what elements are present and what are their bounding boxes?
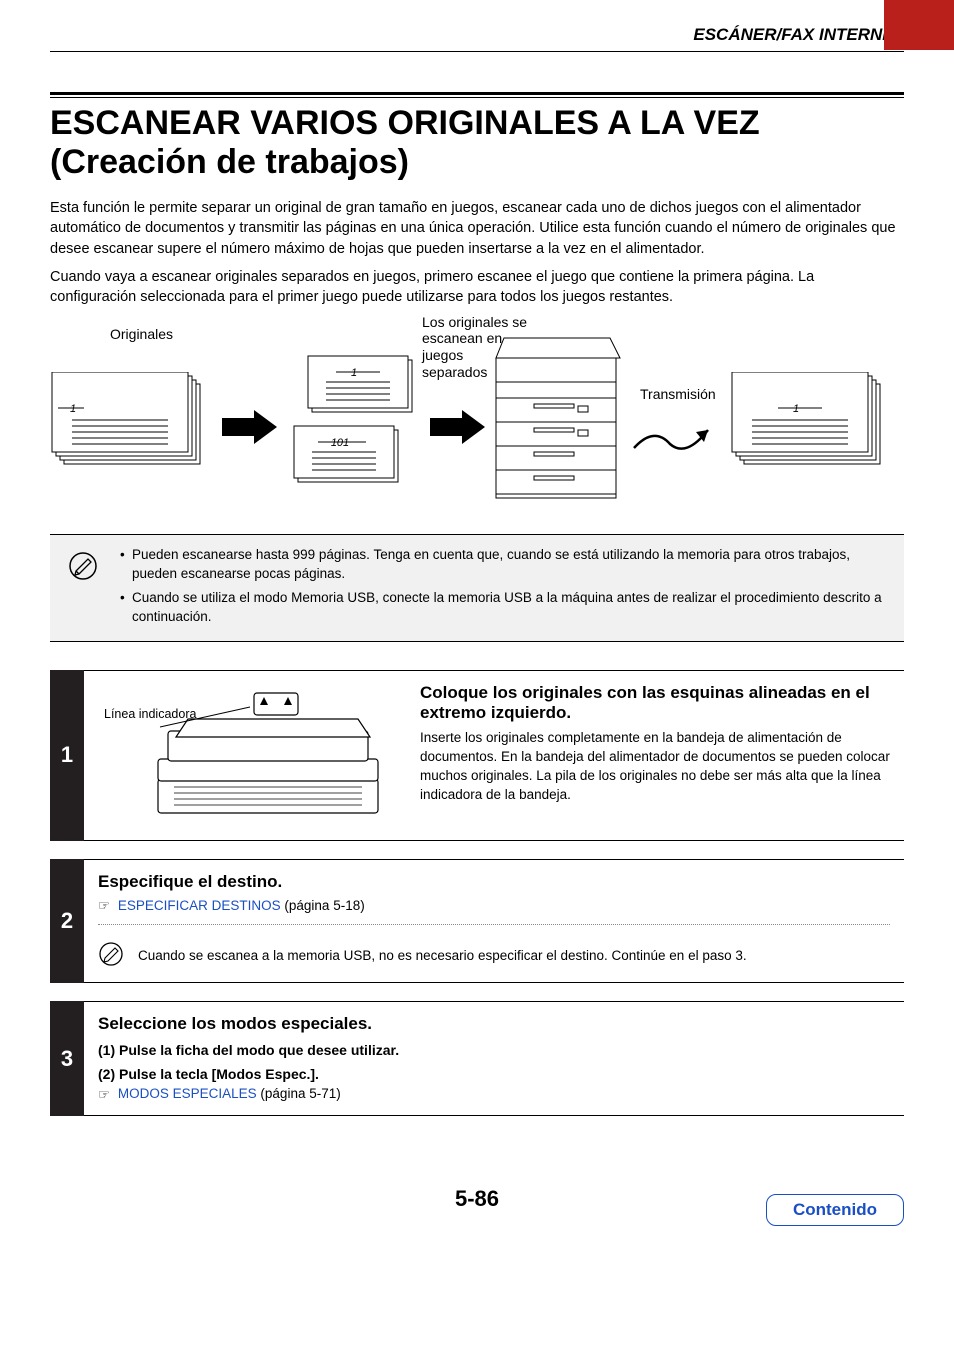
intro-paragraph-1: Esta función le permite separar un origi… bbox=[50, 198, 904, 259]
diagram-label-originales: Originales bbox=[110, 326, 173, 342]
contenido-button[interactable]: Contenido bbox=[766, 1194, 904, 1226]
step-1-title: Coloque los originales con las esquinas … bbox=[420, 683, 890, 723]
step-3-number: 3 bbox=[50, 1001, 84, 1115]
note-bullet-2: Cuando se utiliza el modo Memoria USB, c… bbox=[120, 588, 892, 627]
document-page: ESCÁNER/FAX INTERNET ESCANEAR VARIOS ORI… bbox=[0, 0, 954, 1252]
step-3-sub-1: (1) Pulse la ficha del modo que desee ut… bbox=[98, 1042, 890, 1058]
diagram-stack-originales: 1 bbox=[50, 372, 210, 487]
step-2-note-text: Cuando se escanea a la memoria USB, no e… bbox=[138, 948, 747, 963]
xref-icon: ☞ bbox=[98, 898, 110, 914]
step-3-xref: ☞ MODOS ESPECIALES (página 5-71) bbox=[98, 1086, 890, 1102]
step-2-number: 2 bbox=[50, 859, 84, 983]
step-2-note: Cuando se escanea a la memoria USB, no e… bbox=[98, 935, 890, 970]
step-2-title: Especifique el destino. bbox=[98, 872, 890, 892]
note-icon bbox=[98, 941, 124, 970]
diagram-stack-split: 1 101 bbox=[288, 352, 418, 502]
process-diagram: Originales Los originales se escanean en… bbox=[50, 322, 904, 522]
diagram-printer-icon bbox=[490, 328, 625, 508]
step-2-link-page: (página 5-18) bbox=[281, 898, 365, 913]
step-3-sub-2: (2) Pulse la tecla [Modos Espec.]. bbox=[98, 1066, 890, 1082]
step-2-link[interactable]: ESPECIFICAR DESTINOS bbox=[118, 898, 281, 913]
svg-text:1: 1 bbox=[793, 403, 799, 415]
step-1-number: 1 bbox=[50, 670, 84, 841]
note-bullet-1: Pueden escanearse hasta 999 páginas. Ten… bbox=[120, 545, 892, 584]
step-1: 1 Línea indicadora bbox=[50, 670, 904, 841]
page-title: ESCANEAR VARIOS ORIGINALES A LA VEZ (Cre… bbox=[50, 104, 904, 182]
title-rule bbox=[50, 92, 904, 98]
step-3-title: Seleccione los modos especiales. bbox=[98, 1014, 890, 1034]
note-box: Pueden escanearse hasta 999 páginas. Ten… bbox=[50, 534, 904, 642]
step-1-text: Inserte los originales completamente en … bbox=[420, 729, 890, 805]
dotted-separator bbox=[98, 924, 890, 925]
xref-icon: ☞ bbox=[98, 1087, 110, 1103]
step-3-link[interactable]: MODOS ESPECIALES bbox=[118, 1086, 257, 1101]
diagram-transmit-arrow bbox=[630, 418, 720, 463]
step-2-xref: ☞ ESPECIFICAR DESTINOS (página 5-18) bbox=[98, 898, 890, 914]
diagram-arrow-1 bbox=[222, 410, 277, 449]
intro-paragraph-2: Cuando vaya a escanear originales separa… bbox=[50, 267, 904, 308]
diagram-label-transmision: Transmisión bbox=[640, 386, 716, 402]
linea-indicadora-label: Línea indicadora bbox=[104, 707, 196, 722]
svg-text:1: 1 bbox=[351, 367, 357, 379]
svg-text:101: 101 bbox=[331, 437, 349, 449]
red-accent-bar bbox=[884, 0, 954, 50]
diagram-arrow-2 bbox=[430, 410, 485, 449]
diagram-stack-final: 1 bbox=[730, 372, 890, 487]
section-header: ESCÁNER/FAX INTERNET bbox=[50, 0, 904, 52]
step-3: 3 Seleccione los modos especiales. (1) P… bbox=[50, 1001, 904, 1115]
step-2: 2 Especifique el destino. ☞ ESPECIFICAR … bbox=[50, 859, 904, 983]
step-1-illustration: Línea indicadora bbox=[98, 683, 398, 828]
step-3-link-page: (página 5-71) bbox=[257, 1086, 341, 1101]
note-icon bbox=[68, 551, 98, 587]
stack1-page-num: 1 bbox=[70, 403, 76, 415]
